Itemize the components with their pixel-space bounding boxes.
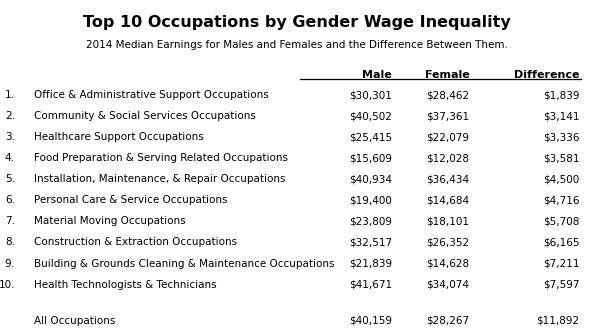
Text: $11,892: $11,892 [536, 316, 579, 326]
Text: Healthcare Support Occupations: Healthcare Support Occupations [34, 132, 204, 142]
Text: $4,500: $4,500 [543, 174, 579, 184]
Text: Community & Social Services Occupations: Community & Social Services Occupations [34, 111, 257, 121]
Text: 6.: 6. [5, 195, 15, 205]
Text: 10.: 10. [0, 280, 15, 290]
Text: $18,101: $18,101 [426, 216, 469, 226]
Text: 8.: 8. [5, 237, 15, 247]
Text: $19,400: $19,400 [349, 195, 392, 205]
Text: $6,165: $6,165 [543, 237, 579, 247]
Text: $37,361: $37,361 [426, 111, 469, 121]
Text: $4,716: $4,716 [543, 195, 579, 205]
Text: $41,671: $41,671 [349, 280, 392, 290]
Text: $1,839: $1,839 [543, 90, 579, 100]
Text: $40,934: $40,934 [349, 174, 392, 184]
Text: $23,809: $23,809 [349, 216, 392, 226]
Text: 3.: 3. [5, 132, 15, 142]
Text: 7.: 7. [5, 216, 15, 226]
Text: $40,502: $40,502 [349, 111, 392, 121]
Text: Health Technologists & Technicians: Health Technologists & Technicians [34, 280, 217, 290]
Text: Office & Administrative Support Occupations: Office & Administrative Support Occupati… [34, 90, 269, 100]
Text: Building & Grounds Cleaning & Maintenance Occupations: Building & Grounds Cleaning & Maintenanc… [34, 259, 335, 269]
Text: All Occupations: All Occupations [34, 316, 116, 326]
Text: $26,352: $26,352 [426, 237, 469, 247]
Text: $40,159: $40,159 [349, 316, 392, 326]
Text: $21,839: $21,839 [349, 259, 392, 269]
Text: Top 10 Occupations by Gender Wage Inequality: Top 10 Occupations by Gender Wage Inequa… [83, 15, 511, 30]
Text: 5.: 5. [5, 174, 15, 184]
Text: 1.: 1. [5, 90, 15, 100]
Text: 4.: 4. [5, 153, 15, 163]
Text: $3,581: $3,581 [543, 153, 579, 163]
Text: $36,434: $36,434 [426, 174, 469, 184]
Text: $14,628: $14,628 [426, 259, 469, 269]
Text: $34,074: $34,074 [426, 280, 469, 290]
Text: Female: Female [425, 70, 469, 80]
Text: $14,684: $14,684 [426, 195, 469, 205]
Text: $3,141: $3,141 [543, 111, 579, 121]
Text: Material Moving Occupations: Material Moving Occupations [34, 216, 186, 226]
Text: $3,336: $3,336 [543, 132, 579, 142]
Text: Difference: Difference [514, 70, 579, 80]
Text: $7,211: $7,211 [543, 259, 579, 269]
Text: 2.: 2. [5, 111, 15, 121]
Text: Food Preparation & Serving Related Occupations: Food Preparation & Serving Related Occup… [34, 153, 289, 163]
Text: $12,028: $12,028 [426, 153, 469, 163]
Text: $22,079: $22,079 [426, 132, 469, 142]
Text: 2014 Median Earnings for Males and Females and the Difference Between Them.: 2014 Median Earnings for Males and Femal… [86, 40, 508, 50]
Text: Construction & Extraction Occupations: Construction & Extraction Occupations [34, 237, 238, 247]
Text: $28,462: $28,462 [426, 90, 469, 100]
Text: $28,267: $28,267 [426, 316, 469, 326]
Text: $15,609: $15,609 [349, 153, 392, 163]
Text: $30,301: $30,301 [349, 90, 392, 100]
Text: $7,597: $7,597 [543, 280, 579, 290]
Text: $32,517: $32,517 [349, 237, 392, 247]
Text: 9.: 9. [5, 259, 15, 269]
Text: Installation, Maintenance, & Repair Occupations: Installation, Maintenance, & Repair Occu… [34, 174, 286, 184]
Text: $5,708: $5,708 [543, 216, 579, 226]
Text: Male: Male [362, 70, 392, 80]
Text: $25,415: $25,415 [349, 132, 392, 142]
Text: Personal Care & Service Occupations: Personal Care & Service Occupations [34, 195, 228, 205]
